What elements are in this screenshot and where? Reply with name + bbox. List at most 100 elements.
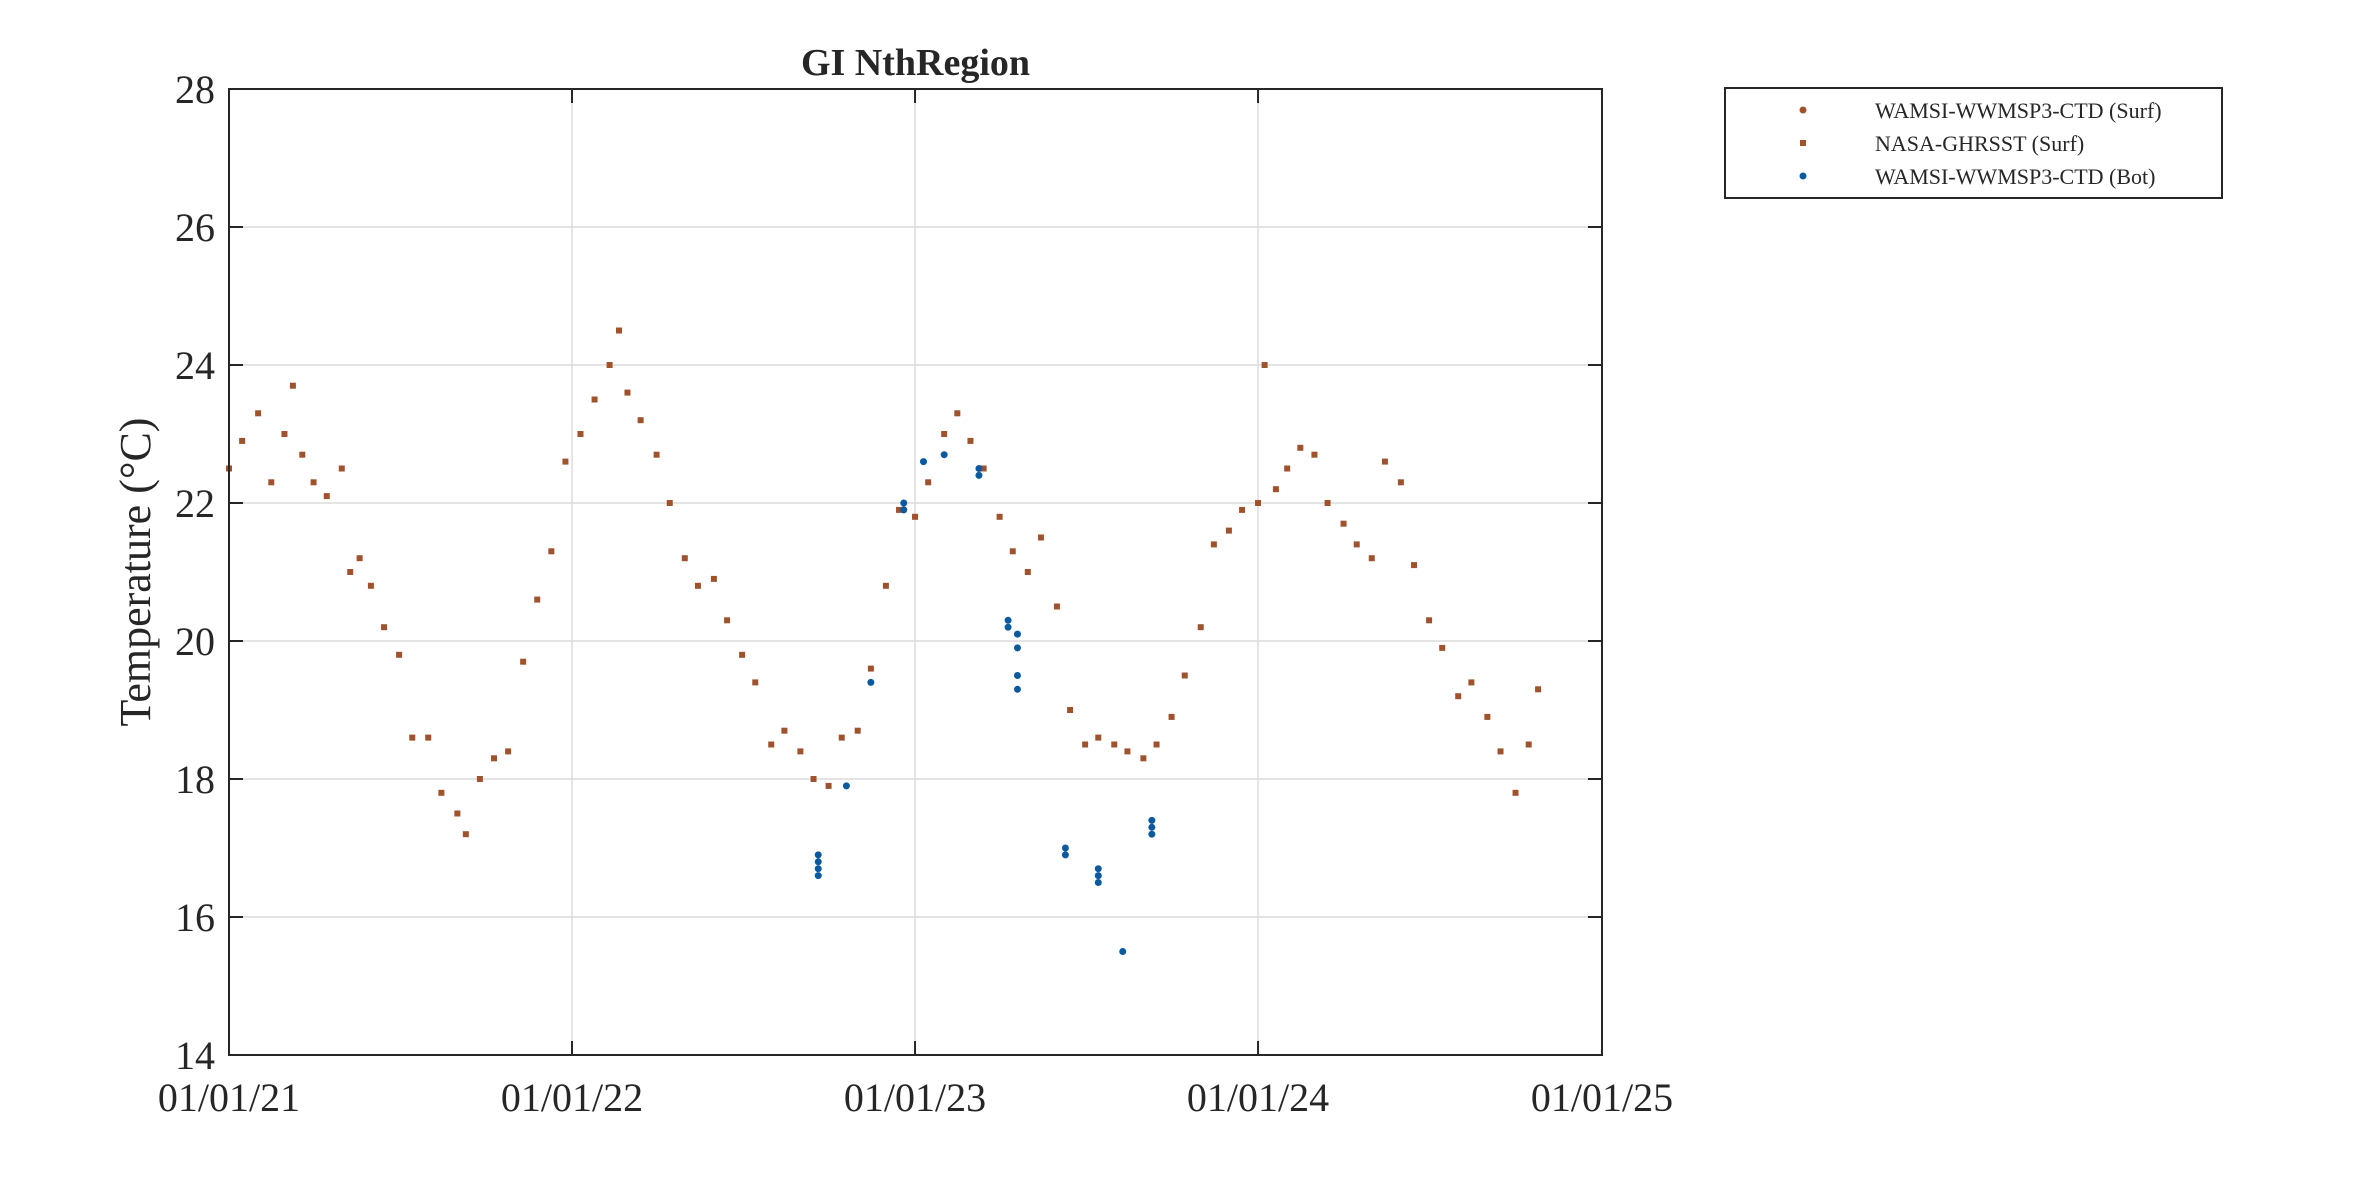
data-point xyxy=(896,506,903,513)
data-point xyxy=(438,789,445,796)
legend-label: NASA-GHRSST (Surf) xyxy=(1875,131,2084,156)
data-point xyxy=(1324,500,1331,506)
data-point xyxy=(476,776,483,782)
data-point xyxy=(491,755,498,762)
data-point xyxy=(1535,686,1542,693)
data-point xyxy=(577,431,584,437)
data-point xyxy=(1013,685,1021,693)
x-tick-label: 01/01/21 xyxy=(158,1075,300,1120)
data-point xyxy=(591,396,598,403)
y-axis-label: Temperature (°C) xyxy=(111,418,160,727)
data-point xyxy=(462,831,469,838)
data-point xyxy=(299,451,306,458)
data-point xyxy=(1024,569,1031,575)
data-point xyxy=(624,389,631,396)
data-point xyxy=(367,582,374,589)
data-point xyxy=(1512,789,1519,796)
data-point xyxy=(1013,672,1021,679)
data-point xyxy=(1153,741,1160,748)
data-point xyxy=(310,479,317,486)
chart-title: GI NthRegion xyxy=(801,42,1030,84)
data-point xyxy=(1255,500,1262,506)
y-tick-label: 16 xyxy=(175,895,215,940)
data-point xyxy=(814,851,822,859)
data-point xyxy=(1311,451,1318,458)
data-points xyxy=(226,327,1542,955)
data-point xyxy=(975,465,983,472)
data-point xyxy=(1197,624,1204,631)
data-point xyxy=(694,582,701,589)
data-point xyxy=(1468,679,1475,686)
legend: WAMSI-WWMSP3-CTD (Surf) NASA-GHRSST (Surf… xyxy=(1724,87,2223,199)
y-tick-label: 24 xyxy=(175,343,215,388)
data-point xyxy=(454,810,461,817)
data-point xyxy=(814,865,822,873)
data-point xyxy=(1168,713,1175,720)
data-point xyxy=(1053,603,1060,610)
x-tick-label: 01/01/22 xyxy=(501,1075,643,1120)
data-point xyxy=(1411,562,1418,569)
legend-label: WAMSI-WWMSP3-CTD (Bot) xyxy=(1875,164,2156,189)
legend-label: WAMSI-WWMSP3-CTD (Surf) xyxy=(1875,98,2162,123)
x-tick-label: 01/01/25 xyxy=(1531,1075,1673,1120)
data-point xyxy=(681,555,688,562)
axis-ticks: 14 16 18 20 22 24 26 28 01/01/21 01/01/22 01/01/23… xyxy=(158,67,1673,1120)
data-point xyxy=(752,679,759,686)
data-point xyxy=(867,665,874,672)
data-point xyxy=(1353,541,1360,548)
data-point xyxy=(1013,644,1021,652)
data-point xyxy=(1484,713,1491,720)
data-point xyxy=(1004,616,1012,624)
data-point xyxy=(1094,865,1102,873)
data-point xyxy=(912,513,919,520)
data-point xyxy=(1111,741,1118,748)
data-point xyxy=(967,437,974,444)
y-tick-label: 26 xyxy=(175,205,215,250)
data-point xyxy=(768,741,775,748)
data-point xyxy=(980,465,987,472)
data-point xyxy=(996,513,1003,520)
data-point xyxy=(255,410,262,417)
legend-marker xyxy=(1800,140,1806,146)
data-point xyxy=(666,500,673,506)
data-point xyxy=(1381,458,1388,465)
data-point xyxy=(1061,851,1069,859)
data-point xyxy=(954,410,961,417)
data-point xyxy=(1119,948,1127,955)
data-point xyxy=(1061,844,1069,852)
data-point xyxy=(653,451,660,458)
data-point xyxy=(854,727,861,734)
data-point xyxy=(900,499,908,507)
data-point xyxy=(1148,823,1156,831)
data-point xyxy=(1426,617,1433,624)
data-point xyxy=(940,451,948,459)
data-point xyxy=(797,748,804,755)
data-point xyxy=(1455,693,1462,700)
data-point xyxy=(1368,555,1375,562)
data-point xyxy=(1284,465,1291,472)
data-point xyxy=(562,458,569,465)
data-point xyxy=(739,651,746,658)
data-point xyxy=(425,734,432,741)
data-point xyxy=(1497,748,1504,755)
data-point xyxy=(1009,548,1016,555)
data-point xyxy=(1140,755,1147,762)
data-point xyxy=(1297,444,1304,451)
data-point xyxy=(814,858,822,866)
data-point xyxy=(1439,644,1446,651)
data-point xyxy=(1037,534,1044,541)
data-point xyxy=(1181,672,1188,679)
data-point xyxy=(814,872,822,880)
data-point xyxy=(409,734,416,741)
data-point xyxy=(1210,541,1217,548)
data-point xyxy=(1124,748,1131,755)
data-point xyxy=(724,617,731,624)
data-point xyxy=(1340,520,1347,527)
y-tick-label: 14 xyxy=(175,1033,215,1078)
data-point xyxy=(1095,734,1102,741)
data-point xyxy=(281,431,288,437)
data-point xyxy=(548,548,555,555)
data-point xyxy=(616,327,623,334)
data-point xyxy=(842,782,850,790)
